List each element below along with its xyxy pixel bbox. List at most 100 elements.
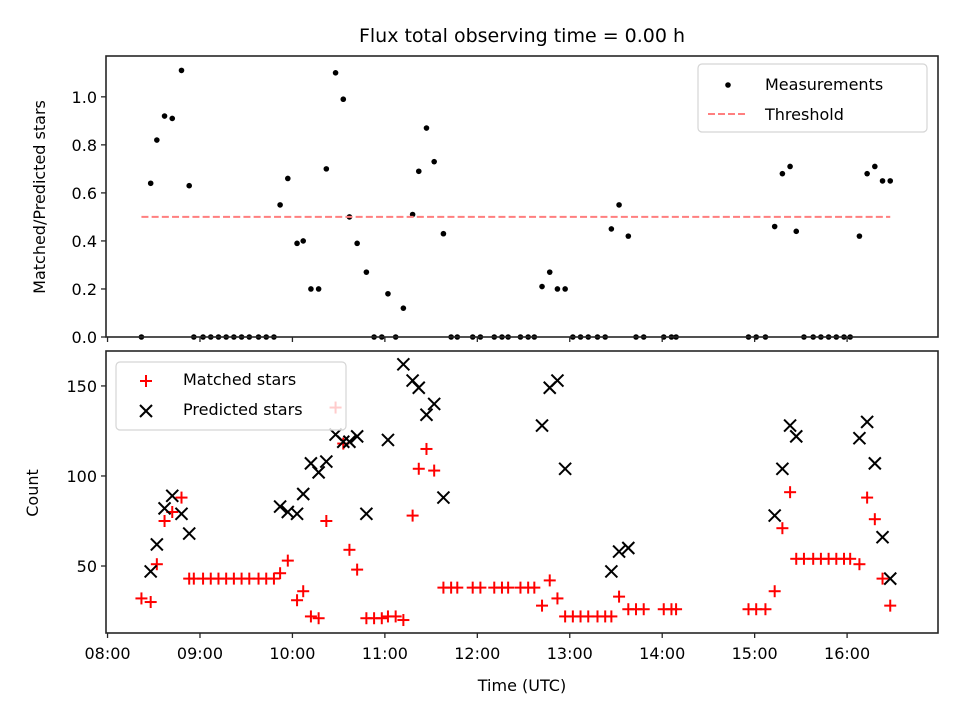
- predicted-stars-point: [296, 487, 310, 501]
- predicted-stars-point: [165, 489, 179, 503]
- x-tick-label: 08:00: [84, 644, 130, 663]
- matched-stars-point: [528, 581, 541, 594]
- y-tick-label: 0.4: [72, 232, 97, 251]
- predicted-stars-point: [342, 435, 357, 449]
- matched-stars-point: [551, 592, 564, 605]
- matched-stars-point: [320, 514, 333, 527]
- matched-stars-point: [297, 585, 310, 598]
- predicted-stars-point: [350, 429, 364, 444]
- legend-plus-marker-icon: [140, 375, 152, 387]
- y-tick-label: 0.0: [72, 328, 97, 347]
- matched-stars-point: [784, 486, 797, 499]
- measurements-point: [332, 70, 339, 76]
- x-tick-label: 13:00: [547, 644, 593, 663]
- count-legend: Matched stars Predicted stars: [115, 361, 347, 431]
- predicted-stars-point: [396, 357, 411, 372]
- predicted-stars-point: [875, 530, 890, 544]
- matched-stars-point: [281, 554, 294, 567]
- matched-stars-point: [768, 585, 781, 598]
- measurements-point: [385, 290, 391, 297]
- matched-stars-point: [343, 543, 356, 556]
- predicted-stars-point: [290, 507, 304, 521]
- predicted-stars-point: [775, 462, 790, 476]
- y-tick-label: 50: [77, 557, 97, 576]
- matched-stars-point: [375, 612, 388, 625]
- matched-stars-point: [605, 610, 618, 623]
- matched-stars-point: [502, 581, 515, 594]
- matched-stars-point: [150, 558, 163, 571]
- matched-stars-point: [412, 462, 425, 475]
- predicted-stars-point: [336, 435, 350, 449]
- count-y-ticks: 50 100 150: [66, 377, 106, 576]
- x-tick-label: 15:00: [732, 644, 778, 663]
- measurements-point: [856, 233, 863, 239]
- legend-label-matched: Matched stars: [183, 370, 296, 389]
- y-tick-label: 150: [66, 377, 97, 396]
- predicted-stars-point: [359, 507, 374, 521]
- predicted-stars-point: [604, 564, 619, 579]
- ratio-legend: Measurements Threshold: [697, 63, 928, 133]
- matched-stars-point: [158, 514, 171, 527]
- count-plot-area: [135, 357, 897, 627]
- matched-stars-point: [397, 614, 410, 627]
- ratio-plot-area: [138, 67, 894, 340]
- measurements-point: [277, 202, 283, 208]
- predicted-stars-point: [427, 397, 441, 411]
- measurements-point: [625, 233, 632, 239]
- matched-stars-point: [853, 558, 866, 571]
- predicted-stars-point: [783, 418, 797, 433]
- predicted-stars-point: [535, 418, 549, 433]
- matched-stars-point: [670, 603, 683, 616]
- y-tick-label: 1.0: [72, 88, 97, 107]
- predicted-stars-point: [311, 465, 326, 480]
- legend-x-marker-icon: [139, 404, 153, 418]
- ratio-legend-box: [697, 63, 928, 133]
- measurements-point: [608, 226, 615, 232]
- measurements-point: [285, 175, 291, 182]
- measurements-point: [864, 170, 870, 177]
- measurements-point: [539, 283, 545, 290]
- predicted-stars-point: [789, 429, 803, 444]
- legend-label-threshold: Threshold: [764, 105, 844, 124]
- measurements-point: [354, 240, 360, 247]
- count-y-axis-label: Count: [23, 469, 42, 517]
- matched-stars-point: [543, 574, 556, 587]
- matched-stars-point: [389, 610, 402, 623]
- measurements-point: [400, 305, 407, 311]
- x-axis-label: Time (UTC): [477, 676, 566, 695]
- measurements-point: [562, 286, 568, 292]
- measurements-point: [554, 286, 561, 292]
- ratio-axes-frame: [105, 55, 939, 338]
- matched-stars-point: [451, 581, 464, 594]
- measurements-point: [793, 228, 800, 235]
- matched-stars-point: [428, 464, 441, 477]
- x-tick-label: 14:00: [639, 644, 685, 663]
- predicted-stars-point: [852, 431, 867, 445]
- matched-stars-point: [844, 552, 857, 565]
- measurements-point: [779, 170, 786, 177]
- measurements-point: [147, 180, 154, 187]
- measurements-point: [363, 269, 370, 275]
- measurements-point: [340, 96, 347, 103]
- measurements-point: [186, 182, 192, 189]
- predicted-stars-point: [558, 462, 572, 476]
- measurements-point: [616, 202, 622, 208]
- matched-stars-point: [312, 612, 325, 625]
- predicted-stars-point: [860, 415, 874, 429]
- measurements-point: [423, 125, 430, 131]
- matched-stars-point: [351, 563, 364, 576]
- measurements-point: [294, 240, 300, 247]
- measurements-point: [879, 178, 886, 184]
- predicted-stars-point: [436, 490, 451, 505]
- y-tick-label: 0.6: [72, 184, 97, 203]
- predicted-stars-point: [319, 454, 334, 469]
- matched-stars-point: [613, 590, 626, 603]
- predicted-stars-point: [550, 373, 565, 388]
- matched-stars-point: [861, 491, 874, 504]
- x-tick-label: 09:00: [177, 644, 223, 663]
- measurements-point: [178, 67, 185, 74]
- count-x-ticks: 08:00 09:00 10:00 11:00 12:00 13:00 14:00 15:00…: [84, 633, 870, 663]
- matched-stars-point: [267, 572, 280, 585]
- measurements-point: [431, 158, 437, 165]
